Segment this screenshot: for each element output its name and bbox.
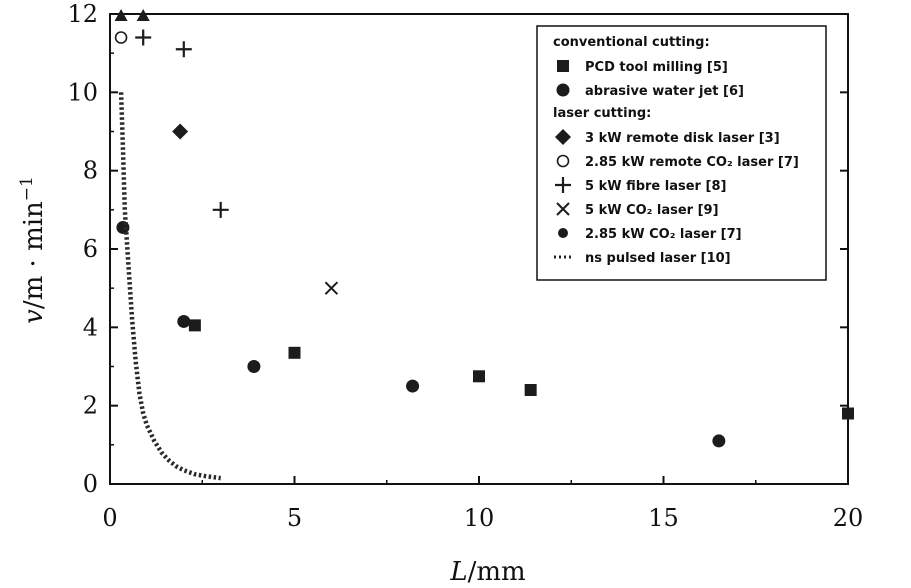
legend-swatch-small-circle: [558, 228, 568, 238]
legend-heading: conventional cutting:: [553, 35, 710, 50]
legend-label: 3 kW remote disk laser [3]: [585, 131, 780, 146]
data-point-plus: [213, 202, 229, 218]
data-point-circle: [712, 434, 725, 447]
legend: conventional cutting: PCD tool milling [5…: [537, 26, 826, 280]
data-point-plus: [135, 30, 151, 46]
y-tick-label: 0: [83, 470, 98, 498]
data-point-cross: [325, 282, 337, 294]
x-tick-label: 0: [102, 504, 117, 532]
y-axis-label: v/m · min−1: [17, 176, 49, 324]
y-tick-label: 10: [67, 78, 98, 106]
legend-label: 2.85 kW remote CO₂ laser [7]: [585, 155, 799, 170]
data-point-plus: [176, 41, 192, 57]
series-line-ns-pulsed: [121, 92, 221, 478]
legend-label: ns pulsed laser [10]: [585, 251, 731, 266]
y-tick-label: 8: [83, 157, 98, 185]
legend-heading: laser cutting:: [553, 106, 651, 121]
data-point-circle: [247, 360, 260, 373]
data-point-square: [189, 319, 201, 331]
data-point-square: [525, 384, 537, 396]
legend-label: 5 kW CO₂ laser [9]: [585, 203, 719, 218]
data-point-square: [842, 408, 854, 420]
x-axis-label: L/mm: [449, 557, 525, 587]
data-point-open-circle: [116, 32, 127, 43]
x-tick-label: 5: [287, 504, 302, 532]
data-point-diamond: [172, 124, 188, 140]
legend-swatch-circle: [557, 84, 570, 97]
legend-swatch-open-circle: [558, 156, 569, 167]
y-tick-label: 6: [83, 235, 98, 263]
x-tick-label: 20: [833, 504, 864, 532]
data-point-circle: [177, 315, 190, 328]
y-tick-label: 12: [67, 0, 98, 28]
legend-label: 2.85 kW CO₂ laser [7]: [585, 227, 742, 242]
y-axis-unit: /m · min: [19, 201, 49, 309]
legend-label: PCD tool milling [5]: [585, 60, 728, 75]
x-tick-label: 10: [464, 504, 495, 532]
data-point-square: [289, 347, 301, 359]
data-point-circle: [406, 380, 419, 393]
x-axis-unit: /mm: [468, 557, 526, 587]
legend-label: abrasive water jet [6]: [585, 84, 744, 99]
y-axis-exponent: −1: [17, 176, 37, 201]
legend-swatch-square: [557, 60, 569, 72]
y-tick-label: 4: [83, 313, 98, 341]
y-tick-label: 2: [83, 392, 98, 420]
data-point-square: [473, 370, 485, 382]
x-axis-var: L: [449, 557, 467, 587]
x-tick-label: 15: [648, 504, 679, 532]
y-axis-var: v: [19, 309, 49, 324]
legend-label: 5 kW fibre laser [8]: [585, 179, 726, 194]
